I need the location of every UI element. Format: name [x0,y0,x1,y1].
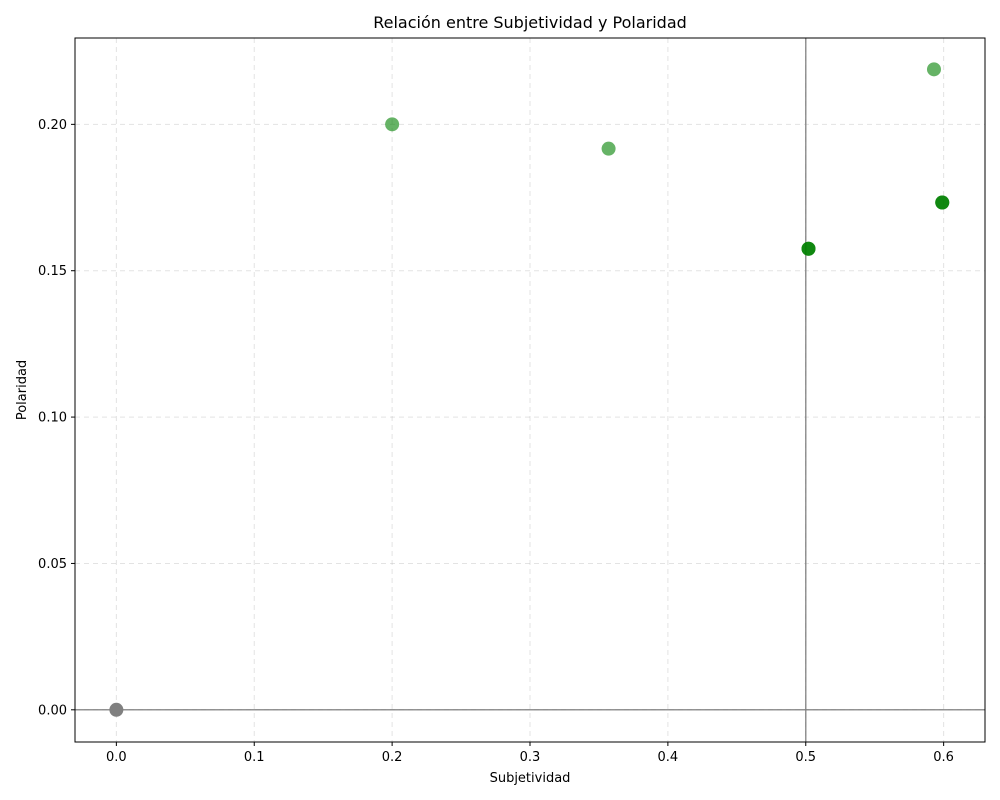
x-tick-label: 0.0 [106,750,127,765]
y-axis-label: Polaridad [15,360,30,420]
data-point [935,195,950,210]
x-tick-label: 0.4 [658,750,679,765]
x-tick-label: 0.1 [244,750,265,765]
data-point [926,62,941,77]
data-point [601,141,616,156]
reference-lines [75,38,985,742]
y-tick-label: 0.20 [38,118,67,133]
data-point [109,702,124,717]
x-tick-label: 0.6 [933,750,954,765]
data-point [385,117,400,132]
data-points [109,62,950,717]
data-point [801,241,816,256]
x-tick-label: 0.3 [520,750,541,765]
x-axis-ticks: 0.0 0.1 0.2 0.3 0.4 0.5 0.6 [106,742,954,765]
x-tick-label: 0.2 [382,750,403,765]
y-tick-label: 0.15 [38,264,67,279]
y-tick-label: 0.05 [38,557,67,572]
chart-title: Relación entre Subjetividad y Polaridad [373,13,687,32]
x-axis-label: Subjetividad [490,771,571,786]
y-tick-label: 0.00 [38,703,67,718]
y-tick-label: 0.10 [38,411,67,426]
y-axis-ticks: 0.00 0.05 0.10 0.15 0.20 [38,118,75,718]
x-tick-label: 0.5 [795,750,816,765]
